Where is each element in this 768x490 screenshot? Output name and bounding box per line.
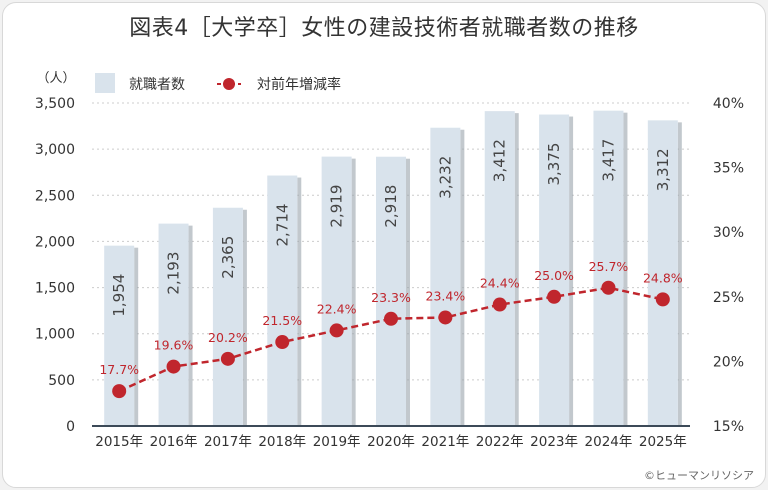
x-tick-label: 2023年 bbox=[530, 434, 578, 450]
bar-value-label: 2,193 bbox=[165, 252, 183, 295]
bar-shadow bbox=[569, 116, 574, 427]
rate-line bbox=[118, 286, 664, 393]
bar-value-label: 3,232 bbox=[436, 156, 454, 199]
rate-point bbox=[166, 359, 181, 374]
bar-value-label: 3,412 bbox=[491, 139, 509, 182]
x-tick-label: 2021年 bbox=[421, 434, 469, 450]
rate-value-label: 21.5% bbox=[262, 313, 302, 328]
x-tick-label: 2025年 bbox=[639, 434, 687, 450]
bar-shadow bbox=[460, 129, 465, 426]
rate-value-label: 25.7% bbox=[589, 259, 629, 274]
bar-value-label: 1,954 bbox=[110, 274, 128, 317]
bar-value-label: 3,375 bbox=[545, 143, 563, 186]
bar-value-label: 2,365 bbox=[219, 236, 237, 279]
bar-shadow bbox=[406, 158, 410, 427]
right-tick-label: 30% bbox=[713, 225, 744, 241]
rate-value-label: 19.6% bbox=[154, 338, 194, 353]
left-tick-label: 500 bbox=[48, 373, 75, 389]
bar-value-label: 3,417 bbox=[599, 139, 617, 182]
bar-shadow bbox=[188, 225, 193, 426]
bar bbox=[212, 207, 243, 426]
legend-bar-swatch bbox=[95, 73, 115, 93]
bar-shadow bbox=[242, 209, 247, 426]
rate-point bbox=[547, 289, 562, 304]
bar bbox=[484, 111, 515, 426]
left-tick-label: 1,000 bbox=[35, 327, 75, 343]
right-tick-label: 40% bbox=[713, 96, 744, 112]
left-tick-label: 3,500 bbox=[35, 96, 75, 112]
bar-value-label: 2,918 bbox=[382, 185, 400, 228]
bar-shadow bbox=[514, 113, 519, 426]
bar bbox=[647, 120, 678, 426]
bar-shadow bbox=[297, 177, 302, 426]
legend-line-marker bbox=[223, 78, 235, 90]
bar bbox=[539, 114, 570, 427]
x-tick-label: 2017年 bbox=[204, 434, 252, 450]
bar bbox=[430, 127, 461, 426]
rate-point bbox=[384, 311, 398, 326]
rate-point bbox=[329, 323, 344, 338]
bar bbox=[104, 245, 135, 426]
rate-point bbox=[112, 384, 127, 399]
bar-shadow bbox=[351, 158, 356, 427]
left-tick-label: 2,000 bbox=[35, 234, 75, 250]
bar-shadow bbox=[623, 112, 628, 426]
bar bbox=[267, 175, 298, 426]
bar-shadow bbox=[134, 247, 139, 426]
x-tick-label: 2020年 bbox=[367, 434, 415, 450]
bar-shadow bbox=[677, 122, 682, 426]
rate-point bbox=[275, 335, 290, 350]
bar bbox=[593, 110, 624, 426]
bar-value-label: 2,919 bbox=[328, 185, 346, 228]
left-tick-label: 1,500 bbox=[35, 281, 75, 297]
bar bbox=[321, 156, 352, 427]
x-tick-label: 2024年 bbox=[585, 434, 633, 450]
x-tick-label: 2015年 bbox=[95, 434, 143, 450]
bar-value-label: 3,312 bbox=[654, 148, 672, 191]
x-tick-label: 2019年 bbox=[313, 434, 361, 450]
rate-point bbox=[220, 351, 235, 366]
copyright-credit: ©ヒューマンリソシア bbox=[644, 469, 754, 482]
left-tick-label: 0 bbox=[66, 419, 75, 435]
right-tick-label: 15% bbox=[713, 419, 744, 435]
legend-line-label: 対前年増減率 bbox=[257, 76, 341, 93]
left-axis-unit: （人） bbox=[36, 71, 75, 86]
right-tick-label: 35% bbox=[713, 161, 744, 177]
right-tick-label: 20% bbox=[713, 354, 744, 370]
rate-value-label: 23.4% bbox=[426, 288, 466, 303]
rate-point bbox=[492, 297, 507, 312]
bar bbox=[158, 223, 189, 426]
chart-title: 図表4［大学卒］女性の建設技術者就職者数の推移 bbox=[129, 16, 639, 41]
rate-value-label: 22.4% bbox=[317, 301, 357, 316]
left-tick-label: 2,500 bbox=[35, 188, 75, 204]
legend-bar-label: 就職者数 bbox=[129, 77, 185, 93]
rate-point bbox=[438, 310, 453, 325]
x-tick-label: 2022年 bbox=[476, 434, 524, 450]
rate-point bbox=[601, 280, 616, 295]
rate-value-label: 24.4% bbox=[480, 276, 520, 291]
rate-value-label: 25.0% bbox=[534, 268, 574, 283]
left-tick-label: 3,000 bbox=[35, 142, 75, 158]
rate-value-label: 24.8% bbox=[643, 270, 683, 285]
x-tick-label: 2016年 bbox=[150, 434, 198, 450]
right-tick-label: 25% bbox=[713, 290, 744, 306]
x-tick-label: 2018年 bbox=[258, 434, 306, 450]
rate-point bbox=[655, 292, 670, 307]
rate-value-label: 20.2% bbox=[208, 330, 248, 345]
rate-value-label: 17.7% bbox=[99, 362, 139, 377]
bar-value-label: 2,714 bbox=[273, 204, 291, 247]
bar bbox=[376, 156, 406, 427]
rate-value-label: 23.3% bbox=[371, 290, 411, 305]
